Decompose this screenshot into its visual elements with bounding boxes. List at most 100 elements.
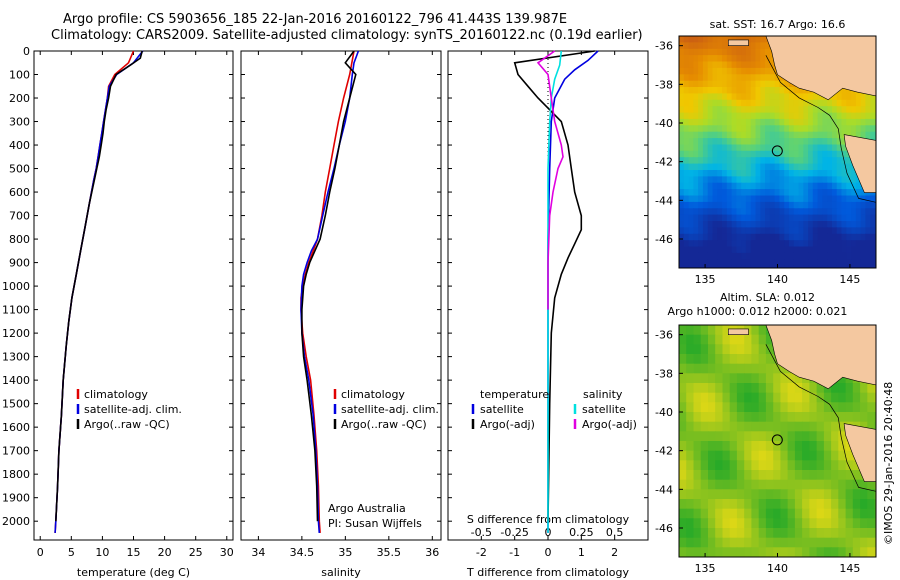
map-cell [760, 265, 766, 268]
map-cell [788, 163, 795, 171]
map-cell [693, 479, 702, 490]
map-cell [750, 252, 757, 260]
map-cell [722, 499, 731, 510]
map-cell [765, 265, 771, 268]
map-cell [802, 383, 810, 394]
map-cell [717, 144, 723, 152]
map-cell [715, 354, 723, 365]
map-cell [755, 182, 761, 190]
map-cell [802, 412, 810, 423]
map-cell [712, 265, 718, 268]
map-cell [788, 195, 795, 203]
map-cell [780, 441, 789, 452]
map-cell [802, 537, 810, 548]
map-cell [750, 150, 757, 158]
map-cell [693, 518, 702, 529]
map-cell [741, 150, 747, 158]
map-cell [707, 227, 714, 235]
map-cell [679, 195, 685, 203]
map-cell [693, 182, 699, 190]
map-cell [755, 176, 761, 184]
map-cell [817, 214, 823, 222]
map-cell [745, 208, 752, 216]
map-cell [855, 176, 862, 184]
map-cell [846, 106, 852, 114]
map-cell [773, 518, 781, 529]
map-cell [765, 344, 774, 355]
map-cell [745, 233, 752, 241]
map-cell [769, 74, 776, 82]
map-cell [760, 201, 766, 209]
map-cell [741, 36, 747, 43]
map-cell [852, 460, 861, 471]
map-cell [827, 157, 833, 165]
map-cell [688, 157, 694, 165]
map-cell [794, 489, 803, 500]
map-cell [812, 176, 819, 184]
map-cell [736, 431, 745, 442]
map-cell [722, 547, 731, 557]
map-cell [717, 246, 723, 254]
map-cell [758, 528, 767, 539]
map-cell [686, 537, 694, 548]
map-cell [831, 508, 839, 519]
map-cell [731, 87, 737, 94]
map-cell [817, 106, 823, 114]
map-cell [712, 233, 718, 241]
map-cell [702, 48, 709, 56]
map-cell [803, 106, 809, 114]
map-cell [803, 125, 809, 133]
map-cell [788, 189, 795, 197]
map-cell [788, 182, 795, 190]
map-cell [750, 195, 757, 203]
map-cell [758, 460, 767, 471]
map-cell [712, 176, 718, 184]
map-cell [765, 48, 771, 56]
map-cell [827, 240, 833, 248]
map-cell [755, 80, 761, 88]
map-cell [784, 170, 790, 177]
map-cell [712, 36, 718, 43]
map-cell [780, 518, 789, 529]
map-cell [769, 112, 776, 120]
map-cell [755, 106, 761, 114]
map-cell [707, 131, 714, 139]
map-cell [693, 421, 702, 432]
map-cell [780, 412, 789, 423]
map-cell [841, 138, 847, 146]
map-cell [765, 195, 771, 203]
map-cell [817, 233, 823, 241]
map-cell [707, 240, 714, 248]
map-cell [788, 106, 795, 114]
map-cell [846, 233, 852, 241]
map-cell [774, 176, 780, 184]
map-cell [745, 227, 752, 235]
map-cell [750, 80, 757, 88]
map-cell [751, 412, 760, 423]
map-cell [745, 48, 752, 56]
map-cell [679, 214, 685, 222]
map-cell [679, 106, 685, 114]
map-cell [729, 402, 738, 413]
map-cell [803, 201, 809, 209]
map-cell [736, 182, 742, 190]
map-cell [679, 450, 687, 461]
map-cell [809, 450, 818, 461]
legend-label: satellite [480, 403, 524, 416]
y-tick-label: -38 [655, 78, 673, 91]
map-cell [686, 431, 694, 442]
map-cell [860, 221, 866, 228]
map-cell [717, 170, 723, 177]
map-cell [686, 392, 694, 403]
map-cell [679, 99, 685, 107]
y-tick-label: -46 [655, 233, 673, 246]
map-cell [836, 208, 843, 216]
map-cell [729, 354, 738, 365]
map-cell [726, 67, 733, 75]
map-cell [822, 125, 828, 133]
map-cell [702, 87, 709, 94]
map-cell [750, 201, 757, 209]
map-cell [787, 499, 796, 510]
map-cell [794, 528, 803, 539]
